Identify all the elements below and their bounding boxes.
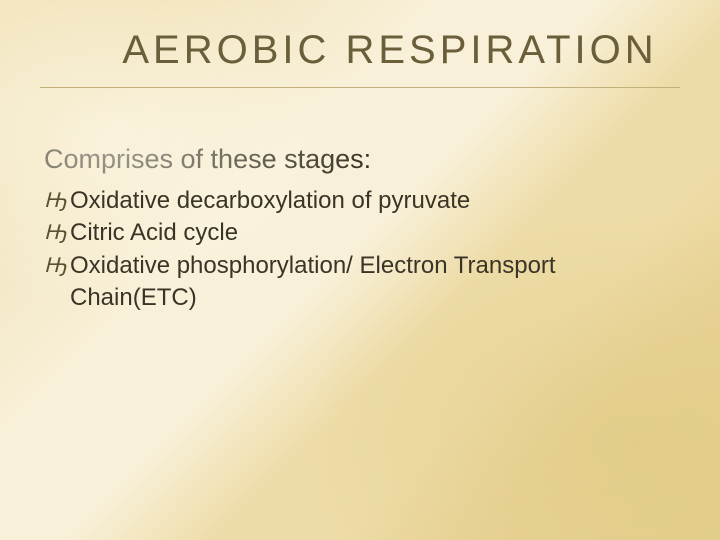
list-item: Ԣ Oxidative decarboxylation of pyruvate [44,185,680,217]
list-item-text: Oxidative phosphorylation/ Electron Tran… [70,252,556,311]
list-item: Ԣ Citric Acid cycle [44,217,680,249]
slide: AEROBIC RESPIRATION Comprises of these s… [0,0,720,540]
bullet-list: Ԣ Oxidative decarboxylation of pyruvate … [40,185,680,315]
list-item-text: Citric Acid cycle [70,219,238,246]
bullet-icon: Ԣ [44,188,66,215]
subtitle: Comprises of these stages: [40,144,680,175]
list-item-text: Oxidative decarboxylation of pyruvate [70,187,470,214]
page-title: AEROBIC RESPIRATION [40,28,680,73]
bullet-icon: Ԣ [44,220,66,247]
bullet-icon: Ԣ [44,253,66,280]
title-block: AEROBIC RESPIRATION [40,28,680,88]
list-item: Ԣ Oxidative phosphorylation/ Electron Tr… [44,250,680,315]
